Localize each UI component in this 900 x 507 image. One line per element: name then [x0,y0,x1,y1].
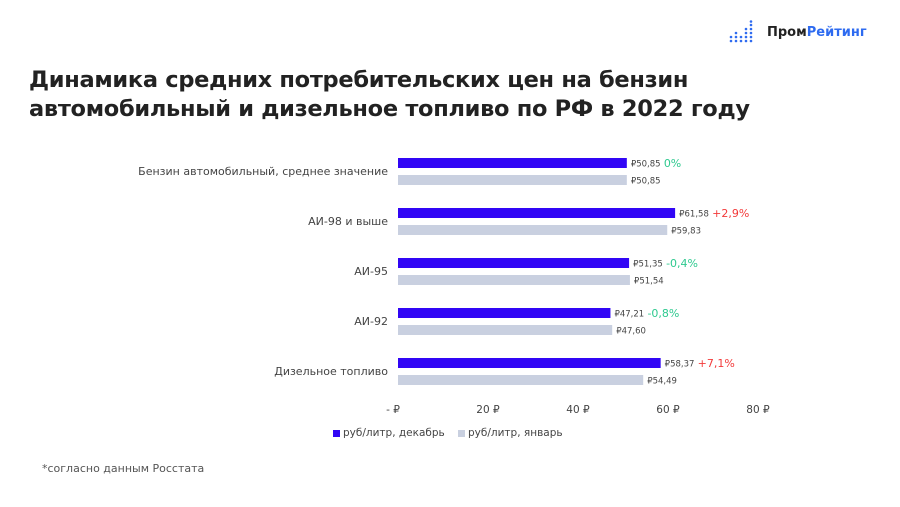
legend-label: руб/литр, январь [468,427,563,439]
data-label: ₽51,35 [633,260,663,270]
data-label: ₽61,58 [679,210,709,220]
bar-january [398,175,627,185]
category-label: Дизельное топливо [274,365,388,378]
bar-january [398,275,630,285]
bar-december [398,158,627,168]
bar-january [398,375,644,385]
legend-swatch-january [458,429,465,437]
category-label: АИ-92 [354,315,388,328]
legend-swatch-december [333,429,340,437]
data-label: ₽51,54 [634,277,664,287]
bar-december [398,358,661,368]
x-tick-label: 60 ₽ [656,404,680,416]
legend-item-january: руб/литр, январь [458,427,563,439]
category-label: Бензин автомобильный, среднее значение [138,165,388,178]
footnote: *согласно данным Росстата [42,462,205,475]
data-label: ₽50,85 [631,177,661,187]
change-label: -0,8% [647,307,679,320]
change-label: -0,4% [666,257,698,270]
logo-text-1: Пром [767,24,807,40]
category-label: АИ-95 [354,265,388,278]
legend-label: руб/литр, декабрь [343,427,445,439]
category-label: АИ-98 и выше [308,215,388,228]
change-label: 0% [664,157,681,170]
change-label: +2,9% [712,207,749,220]
bar-december [398,208,676,218]
legend-item-december: руб/литр, декабрь [333,427,445,439]
bar-january [398,325,613,335]
data-label: ₽58,37 [665,360,695,370]
page-title: Динамика средних потребительских цен на … [29,67,750,122]
x-tick-label: 40 ₽ [566,404,590,416]
logo: ПромРейтинг [729,20,867,44]
bar-december [398,308,611,318]
x-tick-label: 80 ₽ [746,404,770,416]
data-label: ₽47,21 [614,310,644,320]
change-label: +7,1% [698,357,735,370]
logo-text-2: Рейтинг [806,24,867,40]
x-tick-label: - ₽ [386,404,400,416]
bar-december [398,258,630,268]
data-label: ₽47,60 [616,327,646,337]
x-tick-label: 20 ₽ [476,404,500,416]
logo-dots-icon [729,20,753,43]
data-label: ₽59,83 [671,227,701,237]
bar-january [398,225,668,235]
data-label: ₽50,85 [631,160,661,170]
data-label: ₽54,49 [647,377,677,387]
